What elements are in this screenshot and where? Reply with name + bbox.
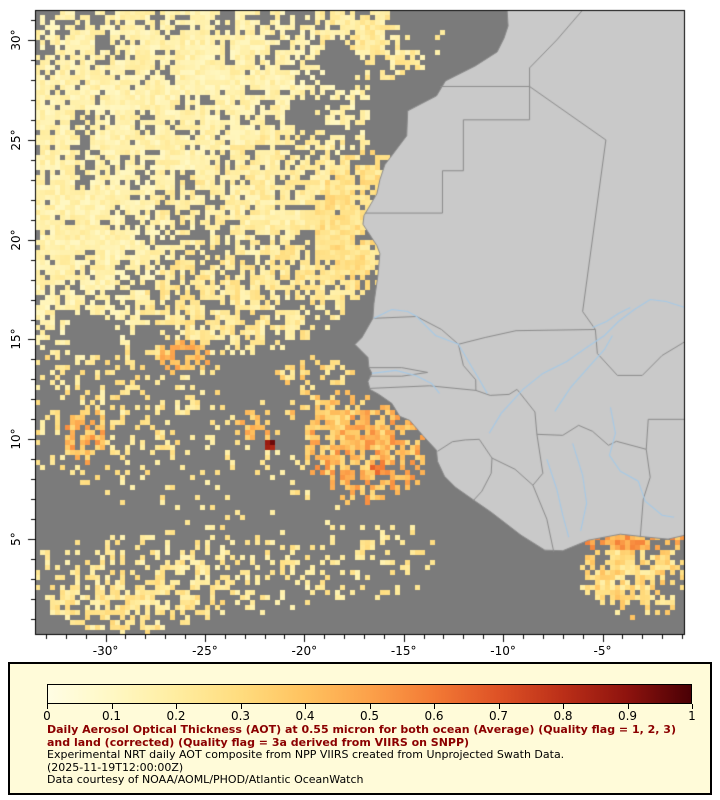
lat-tick-label: 25° xyxy=(9,129,23,151)
legend-panel: 0 0.1 0.2 0.3 0.4 0.5 0.6 0.7 0.8 0.9 1 Daily Aero… xyxy=(8,662,712,795)
colorbar-tick xyxy=(305,704,306,709)
colorbar-tick-label: 0.3 xyxy=(230,709,251,723)
colorbar-tick-label: 0.7 xyxy=(488,709,509,723)
colorbar-tick-label: 0.6 xyxy=(424,709,444,723)
legend-line-experimental: Experimental NRT daily AOT composite fro… xyxy=(47,748,565,761)
colorbar-tick-label: 0.2 xyxy=(166,709,186,723)
lat-tick-label: 5° xyxy=(9,532,23,546)
legend-line-courtesy: Data courtesy of NOAA/AOML/PHOD/Atlantic… xyxy=(47,773,364,786)
colorbar-tick xyxy=(627,704,629,709)
colorbar-tick xyxy=(692,704,693,709)
colorbar-tick xyxy=(240,704,242,709)
colorbar-tick xyxy=(563,704,564,709)
colorbar-tick-label: 0.5 xyxy=(359,709,380,723)
colorbar-tick xyxy=(369,704,371,709)
colorbar-tick xyxy=(498,704,500,709)
colorbar-tick-label: 0 xyxy=(43,709,51,723)
colorbar-tick-label: 0.8 xyxy=(553,709,573,723)
colorbar-tick-label: 0.9 xyxy=(617,709,638,723)
lon-tick-label: -15° xyxy=(390,644,417,658)
colorbar-tick-label: 0.4 xyxy=(295,709,315,723)
map-canvas xyxy=(0,0,720,655)
lon-tick-label: -30° xyxy=(92,644,119,658)
legend-text-block: Daily Aerosol Optical Thickness (AOT) at… xyxy=(47,723,697,787)
colorbar-tick xyxy=(176,704,177,709)
lon-tick-label: -10° xyxy=(490,644,516,658)
legend-line-timestamp: (2025-11-19T12:00:00Z) xyxy=(47,760,184,774)
colorbar-tick-label: 0.1 xyxy=(101,709,122,723)
colorbar xyxy=(47,684,692,704)
lon-tick-label: -5° xyxy=(593,644,612,658)
legend-title: Daily Aerosol Optical Thickness (AOT) at… xyxy=(47,723,676,749)
lon-tick-label: -25° xyxy=(192,644,218,658)
colorbar-tick xyxy=(111,704,113,709)
lat-tick-label: 20° xyxy=(9,228,23,251)
colorbar-tick xyxy=(47,704,48,709)
colorbar-tick-label: 1 xyxy=(688,709,696,723)
colorbar-tick xyxy=(434,704,435,709)
lon-tick-label: -20° xyxy=(291,644,318,658)
lat-tick-label: 15° xyxy=(9,328,23,351)
lat-tick-label: 10° xyxy=(9,428,23,450)
lat-tick-label: 30° xyxy=(9,29,23,51)
